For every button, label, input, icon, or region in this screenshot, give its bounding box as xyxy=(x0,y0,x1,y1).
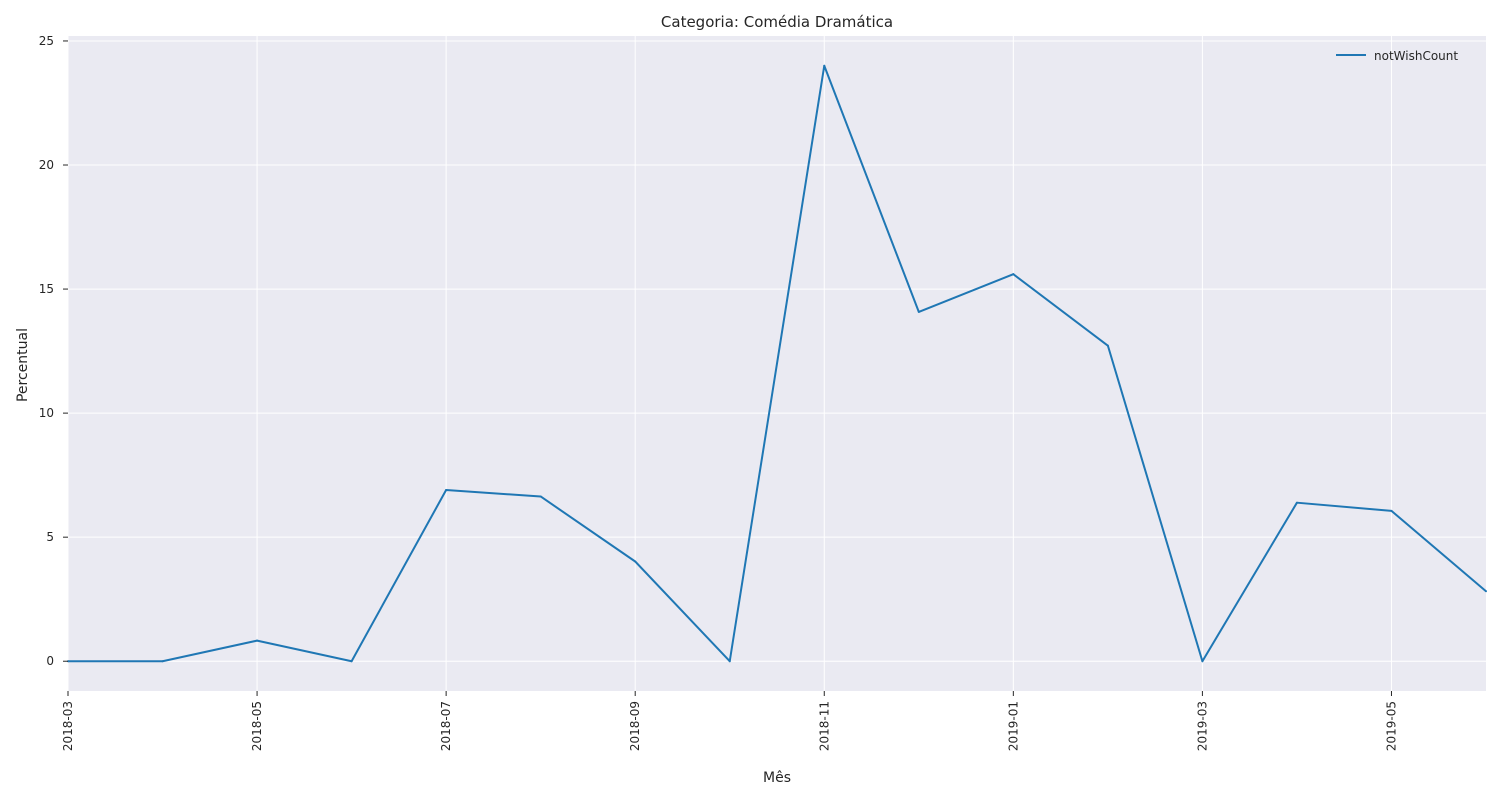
data-point xyxy=(1012,273,1015,276)
y-tick-label: 10 xyxy=(39,406,54,420)
x-tick-label: 2018-11 xyxy=(817,701,831,751)
y-gridlines xyxy=(68,40,1486,662)
data-point xyxy=(1201,660,1204,663)
y-tick-label: 15 xyxy=(39,282,54,296)
data-point xyxy=(161,660,164,663)
x-axis-label: Mês xyxy=(763,770,791,786)
x-tick-label: 2019-05 xyxy=(1384,701,1398,751)
data-point xyxy=(823,64,826,67)
series-line-notwishcount xyxy=(68,64,1487,663)
data-point xyxy=(728,660,731,663)
legend: notWishCount xyxy=(1336,49,1458,63)
x-tick-label: 2018-05 xyxy=(250,701,264,751)
data-point xyxy=(350,660,353,663)
data-point xyxy=(1390,509,1393,512)
y-tick-label: 25 xyxy=(39,34,54,48)
data-point xyxy=(256,639,259,642)
y-ticks: 0 5 10 15 20 25 xyxy=(39,34,68,668)
y-tick-label: 0 xyxy=(46,654,54,668)
y-tick-label: 5 xyxy=(46,530,54,544)
x-tick-label: 2019-01 xyxy=(1006,701,1020,751)
data-point xyxy=(445,489,448,492)
x-tick-label: 2018-03 xyxy=(61,701,75,751)
data-point xyxy=(1106,344,1109,347)
y-axis-label: Percentual xyxy=(15,328,31,402)
data-point xyxy=(917,310,920,313)
chart-title: Categoria: Comédia Dramática xyxy=(661,13,893,31)
legend-label-notwishcount: notWishCount xyxy=(1374,49,1458,63)
data-point xyxy=(1295,501,1298,504)
x-gridlines xyxy=(67,36,1392,691)
data-point xyxy=(539,495,542,498)
data-point xyxy=(634,560,637,563)
x-tick-label: 2018-09 xyxy=(628,701,642,751)
x-ticks: 2018-03 2018-05 2018-07 2018-09 2018-11 2019-… xyxy=(61,691,1398,751)
x-tick-label: 2019-03 xyxy=(1195,701,1209,751)
data-point xyxy=(1485,590,1487,593)
y-tick-label: 20 xyxy=(39,158,54,172)
series-group xyxy=(67,64,1487,663)
x-tick-label: 2018-07 xyxy=(439,701,453,751)
